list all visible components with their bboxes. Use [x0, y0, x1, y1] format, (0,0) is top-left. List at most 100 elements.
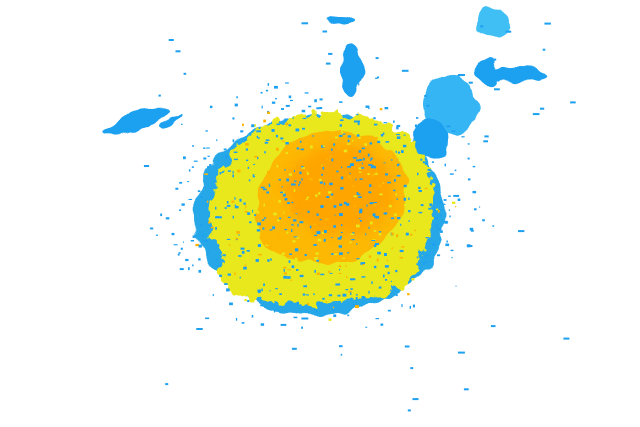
speckle: [401, 304, 403, 307]
speckle: [359, 260, 364, 263]
speckle: [274, 310, 278, 312]
speckle: [410, 222, 412, 225]
speckle: [160, 213, 163, 217]
speckle: [307, 302, 310, 306]
speckle: [380, 134, 384, 137]
speckle: [299, 171, 302, 175]
speckle: [232, 215, 234, 219]
speckle: [345, 89, 352, 92]
speckle: [384, 107, 389, 110]
speckle: [396, 126, 399, 130]
speckle: [349, 172, 351, 175]
speckle: [338, 272, 342, 274]
speckle: [294, 180, 297, 182]
speckle: [172, 233, 175, 235]
speckle: [388, 204, 392, 208]
speckle: [315, 194, 318, 197]
speckle: [287, 276, 291, 279]
speckle: [347, 135, 352, 138]
speckle: [373, 163, 376, 166]
speckle: [261, 105, 263, 109]
speckle: [424, 187, 428, 190]
speckle: [374, 173, 378, 175]
speckle: [319, 178, 322, 182]
speckle: [349, 160, 352, 164]
speckle: [407, 293, 410, 296]
speckle: [282, 193, 286, 197]
speckle: [314, 269, 316, 273]
speckle: [358, 211, 363, 214]
speckle: [368, 255, 372, 258]
speckle: [256, 229, 261, 232]
speckle: [284, 228, 288, 231]
speckle: [470, 229, 474, 232]
speckle: [374, 165, 376, 169]
speckle: [455, 206, 457, 208]
speckle: [282, 252, 285, 255]
speckle: [382, 161, 387, 163]
speckle: [202, 234, 205, 238]
speckle: [303, 285, 307, 288]
speckle: [232, 174, 234, 178]
speckle: [365, 136, 369, 138]
speckle: [383, 219, 386, 221]
speckle: [267, 111, 270, 114]
speckle: [376, 240, 380, 242]
speckle: [375, 57, 379, 60]
speckle: [293, 236, 298, 238]
speckle: [318, 192, 321, 195]
speckle: [233, 158, 238, 161]
echo-cell: [492, 67, 548, 83]
speckle: [319, 181, 323, 184]
speckle: [356, 224, 360, 228]
speckle: [395, 150, 397, 153]
speckle: [239, 276, 241, 279]
speckle: [322, 30, 328, 33]
speckle: [329, 155, 332, 158]
speckle: [244, 211, 248, 213]
speckle: [373, 202, 377, 204]
speckle: [210, 226, 214, 229]
speckle: [351, 185, 355, 187]
speckle: [374, 215, 376, 218]
speckle: [362, 157, 365, 161]
speckle: [287, 182, 290, 185]
speckle: [342, 257, 345, 259]
speckle: [440, 230, 443, 233]
speckle: [265, 89, 269, 92]
speckle: [377, 76, 379, 79]
speckle: [254, 214, 257, 216]
speckle: [173, 244, 178, 246]
speckle: [466, 244, 471, 248]
speckle: [257, 156, 259, 160]
speckle: [367, 153, 370, 157]
speckle: [340, 119, 344, 121]
speckle: [353, 304, 357, 306]
speckle: [199, 223, 202, 226]
speckle: [325, 233, 328, 237]
speckle: [222, 254, 226, 256]
speckle: [258, 127, 261, 129]
speckle: [350, 278, 355, 281]
speckle: [214, 180, 217, 183]
speckle: [175, 50, 181, 53]
speckle: [339, 345, 343, 348]
speckle: [286, 178, 289, 182]
speckle: [234, 103, 238, 107]
speckle: [298, 183, 300, 187]
speckle: [396, 290, 399, 292]
speckle: [254, 155, 258, 158]
speckle: [264, 151, 266, 154]
speckle: [205, 199, 208, 201]
speckle: [334, 136, 338, 139]
speckle: [315, 252, 319, 255]
speckle: [396, 124, 401, 128]
speckle: [267, 83, 270, 86]
speckle: [320, 273, 325, 276]
speckle: [196, 328, 203, 330]
echo-cell: [412, 120, 448, 160]
speckle: [483, 140, 488, 143]
speckle: [319, 218, 322, 221]
speckle: [258, 253, 262, 256]
speckle: [367, 173, 370, 175]
